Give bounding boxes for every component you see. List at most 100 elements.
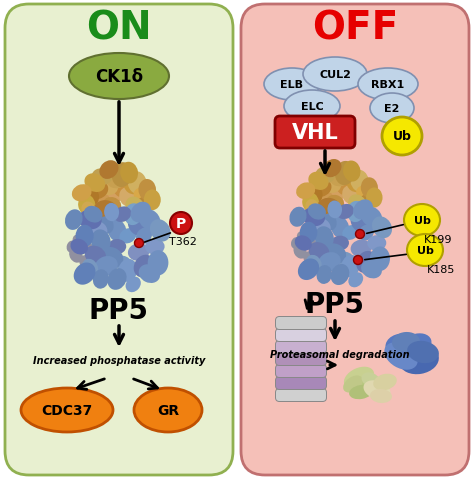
Ellipse shape [384,343,418,370]
Ellipse shape [344,367,374,389]
Ellipse shape [134,388,202,432]
Ellipse shape [300,222,317,244]
Ellipse shape [317,265,332,284]
Ellipse shape [91,230,110,253]
Ellipse shape [356,252,376,273]
Ellipse shape [99,217,114,234]
Ellipse shape [91,169,112,186]
Text: ELB: ELB [281,80,303,90]
Ellipse shape [343,161,360,182]
Text: Ub: Ub [417,245,433,255]
Ellipse shape [112,163,132,188]
Ellipse shape [307,218,331,238]
Ellipse shape [77,240,92,254]
Ellipse shape [404,204,440,237]
Text: GR: GR [157,403,179,417]
Ellipse shape [351,212,372,233]
Ellipse shape [370,247,390,272]
Ellipse shape [382,118,422,156]
Text: VHL: VHL [292,123,338,143]
Ellipse shape [342,186,357,204]
Ellipse shape [348,195,367,215]
Ellipse shape [349,385,373,399]
FancyBboxPatch shape [275,329,327,342]
Ellipse shape [295,236,312,251]
Ellipse shape [309,187,323,204]
Text: P: P [176,216,186,230]
Ellipse shape [317,198,340,217]
FancyBboxPatch shape [275,389,327,402]
Ellipse shape [100,247,123,268]
Text: ELC: ELC [301,102,323,112]
Text: PP5: PP5 [305,290,365,318]
Ellipse shape [297,232,310,245]
Ellipse shape [93,270,109,289]
Ellipse shape [119,228,136,244]
Ellipse shape [120,162,138,184]
Ellipse shape [331,264,349,286]
Ellipse shape [335,162,355,186]
Ellipse shape [296,183,315,200]
Ellipse shape [319,173,341,193]
Ellipse shape [84,189,99,206]
Ellipse shape [138,180,156,201]
Ellipse shape [136,228,152,245]
Ellipse shape [341,255,360,277]
Ellipse shape [264,69,320,101]
Ellipse shape [331,236,349,251]
Ellipse shape [114,256,131,270]
Ellipse shape [95,256,118,276]
Ellipse shape [358,69,418,101]
Text: Ub: Ub [413,216,430,226]
Ellipse shape [108,240,126,254]
Ellipse shape [303,58,367,92]
Ellipse shape [130,202,151,223]
Ellipse shape [351,240,372,257]
Ellipse shape [322,214,337,231]
Ellipse shape [370,389,392,403]
Ellipse shape [301,237,316,250]
FancyBboxPatch shape [275,317,327,330]
Ellipse shape [103,198,121,213]
Text: CUL2: CUL2 [319,70,351,80]
Text: K185: K185 [427,264,456,275]
Ellipse shape [82,259,98,278]
Ellipse shape [65,210,82,230]
FancyBboxPatch shape [275,117,355,149]
Ellipse shape [336,180,354,196]
Ellipse shape [72,185,91,202]
FancyBboxPatch shape [241,5,469,475]
FancyBboxPatch shape [5,5,233,475]
Ellipse shape [310,179,331,198]
Ellipse shape [84,206,102,223]
Ellipse shape [370,94,414,124]
Ellipse shape [343,376,363,393]
Ellipse shape [128,244,149,261]
Text: Increased phosphatase activity: Increased phosphatase activity [33,355,205,365]
Ellipse shape [302,208,325,227]
Ellipse shape [323,160,341,178]
Ellipse shape [126,277,141,293]
Ellipse shape [328,201,342,219]
Text: Proteasomal degradation: Proteasomal degradation [270,349,410,359]
Ellipse shape [78,210,101,230]
Ellipse shape [290,207,307,228]
Text: PP5: PP5 [89,296,149,324]
Ellipse shape [124,204,142,226]
Ellipse shape [385,334,433,367]
Text: T362: T362 [169,237,197,247]
Ellipse shape [82,202,96,219]
Ellipse shape [21,388,113,432]
Ellipse shape [407,235,443,266]
Ellipse shape [366,188,383,208]
Ellipse shape [358,225,374,241]
Ellipse shape [303,252,318,267]
Ellipse shape [128,172,146,195]
Ellipse shape [113,182,131,198]
Ellipse shape [306,255,322,274]
Ellipse shape [107,172,128,189]
Ellipse shape [392,332,420,352]
Ellipse shape [342,226,359,240]
Ellipse shape [69,248,83,263]
Ellipse shape [347,202,365,223]
